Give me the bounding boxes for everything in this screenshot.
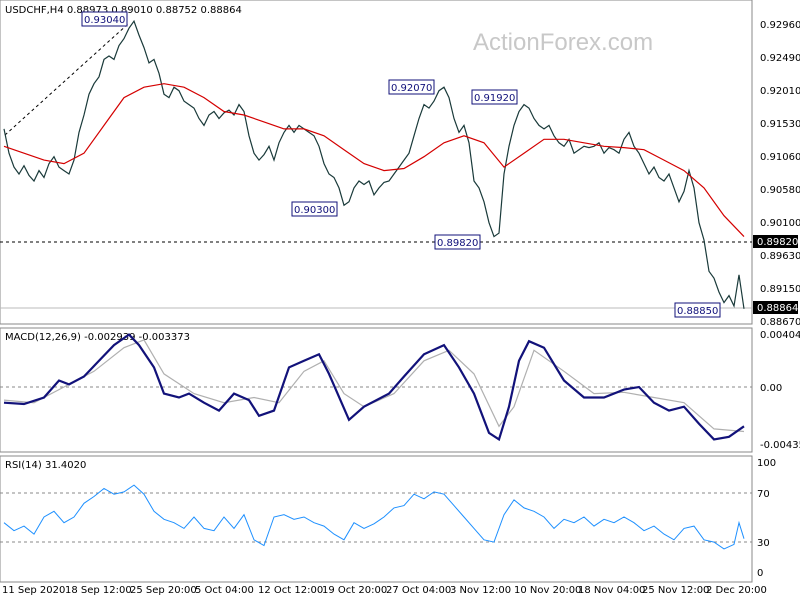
- price-series: [3, 19, 745, 309]
- macd-tick-label: 0.00: [760, 383, 782, 394]
- annotation-box: [81, 11, 128, 27]
- x-tick-label: 10 Nov 20:00: [514, 585, 581, 596]
- x-tick-label: 2 Dec 20:00: [706, 585, 767, 596]
- rsi-title: RSI(14) 31.4020: [5, 460, 86, 471]
- rsi-tick-label: 30: [757, 538, 770, 549]
- macd-tick-label: -0.004351: [760, 440, 800, 451]
- moving-average-series: [3, 83, 745, 238]
- annotation-box: [291, 201, 338, 217]
- macd-panel-frame: [0, 327, 753, 453]
- price-tick-label: 0.92010: [760, 86, 800, 97]
- x-tick-label: 18 Nov 04:00: [578, 585, 645, 596]
- macd-main-series: [3, 333, 745, 442]
- price-tick-label: 0.89150: [760, 284, 800, 295]
- annotation-label: 0.89820: [437, 238, 478, 249]
- annotation-box: [434, 234, 481, 250]
- x-axis: 11 Sep 2020 18 Sep 12:00 25 Sep 20:00 5 …: [2, 585, 767, 596]
- annotation-label: 0.92070: [391, 83, 432, 94]
- price-y-ticks: 0.92960 0.92490 0.92010 0.91530 0.91060 …: [760, 20, 800, 328]
- price-tick-label: 0.88670: [760, 317, 800, 328]
- trend-line: [4, 23, 129, 136]
- rsi-tick-label: 100: [757, 458, 776, 469]
- macd-title: MACD(12,26,9) -0.002939 -0.003373: [5, 332, 190, 343]
- annotation-label: 0.88850: [677, 306, 718, 317]
- x-tick-label: 25 Nov 12:00: [642, 585, 709, 596]
- annotation-box: [674, 302, 721, 318]
- price-tick-label: 0.91530: [760, 119, 800, 130]
- x-tick-label: 11 Sep 2020: [2, 585, 65, 596]
- x-tick-label: 18 Sep 12:00: [65, 585, 132, 596]
- macd-tick-label: 0.004048: [760, 330, 800, 341]
- price-tick-label: 0.89630: [760, 251, 800, 262]
- annotation-box: [388, 79, 435, 95]
- current-price-marker: [753, 301, 798, 314]
- price-title: USDCHF,H4 0.88973 0.89010 0.88752 0.8886…: [5, 5, 242, 16]
- x-tick-label: 12 Oct 12:00: [258, 585, 323, 596]
- price-tick-label: 0.92490: [760, 53, 800, 64]
- rsi-panel-frame: [0, 455, 753, 583]
- x-tick-label: 3 Nov 12:00: [450, 585, 511, 596]
- current-price-value: 0.88864: [757, 303, 798, 314]
- x-tick-label: 19 Oct 20:00: [322, 585, 387, 596]
- rsi-series: [3, 484, 745, 550]
- level-line-value: 0.89820: [757, 237, 798, 248]
- annotation-label: 0.90300: [294, 205, 335, 216]
- rsi-tick-label: 0: [757, 568, 763, 579]
- price-tick-label: 0.91060: [760, 152, 800, 163]
- price-tick-label: 0.90580: [760, 185, 800, 196]
- price-tick-label: 0.90100: [760, 218, 800, 229]
- level-line-marker: [753, 235, 798, 248]
- macd-signal-series: [3, 339, 745, 433]
- rsi-tick-label: 70: [757, 489, 770, 500]
- price-annotations: 0.93040 0.92070 0.91920 0.90300 0.89820 …: [81, 11, 721, 318]
- x-tick-label: 5 Oct 04:00: [195, 585, 254, 596]
- annotation-box: [471, 89, 518, 105]
- price-tick-label: 0.92960: [760, 20, 800, 31]
- annotation-label: 0.93040: [84, 15, 125, 26]
- watermark: ActionForex.com: [473, 29, 653, 56]
- price-panel-frame: [0, 0, 753, 325]
- annotation-label: 0.91920: [474, 93, 515, 104]
- x-tick-label: 25 Sep 20:00: [130, 585, 197, 596]
- x-tick-label: 27 Oct 04:00: [386, 585, 451, 596]
